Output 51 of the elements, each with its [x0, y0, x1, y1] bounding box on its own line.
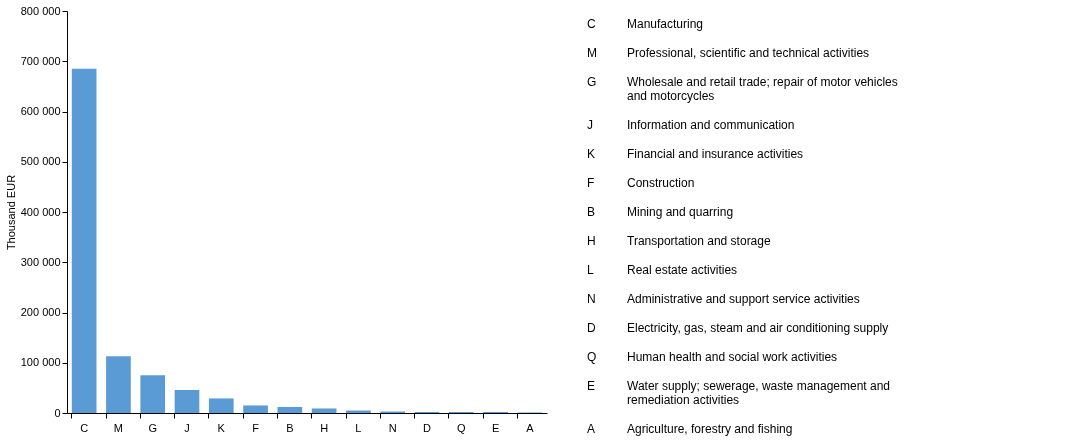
- text: Real estate activities: [627, 263, 738, 277]
- category-label: N: [587, 292, 596, 306]
- category-label: J: [587, 118, 593, 132]
- x-tick-label: M: [113, 421, 124, 434]
- category-label: M: [587, 46, 597, 60]
- y-tick-label: 200 000: [20, 306, 61, 318]
- text: Human health and social work activities: [627, 350, 838, 364]
- category-label: L: [587, 263, 594, 277]
- y-tick-label: 800 000: [20, 4, 61, 17]
- x-tick-label: K: [217, 421, 226, 434]
- y-tick-label: 600 000: [20, 105, 61, 117]
- category-label: G: [587, 75, 597, 89]
- y-tick-label: 500 000: [20, 155, 61, 168]
- y-tick-label: 300 000: [20, 255, 61, 268]
- text: Manufacturing: [627, 17, 704, 31]
- x-tick-label: G: [148, 421, 157, 434]
- category-label: B: [587, 205, 596, 219]
- text: Transportation and storage: [627, 234, 771, 248]
- y-tick-label: 0: [54, 406, 61, 419]
- category-label: D: [587, 321, 596, 335]
- x-tick-label: H: [320, 421, 329, 434]
- text: Financial and insurance activities: [627, 147, 804, 161]
- text: Wholesale and retail trade; repair of motor vehicles and motorcycles: [627, 75, 898, 103]
- category-label: Q: [587, 350, 597, 364]
- x-tick-label: C: [80, 421, 89, 434]
- x-tick-label: D: [423, 421, 432, 434]
- x-tick-label: N: [388, 421, 397, 434]
- y-tick-label: 700 000: [20, 54, 61, 67]
- category-label: E: [587, 379, 596, 393]
- x-tick-label: E: [491, 421, 500, 434]
- y-tick-label: 400 000: [20, 205, 61, 218]
- text: Mining and quarring: [627, 205, 734, 219]
- text: Electricity, gas, steam and air conditioning supply: [627, 321, 889, 335]
- y-tick-label: 100 000: [20, 356, 61, 369]
- x-tick-label: B: [286, 421, 294, 434]
- x-tick-label: Q: [457, 421, 466, 434]
- x-tick-label: L: [355, 421, 362, 434]
- text: Water supply; sewerage, waste management and remediation activities: [627, 379, 891, 407]
- text: Professional, scientific and technical activities: [627, 46, 870, 60]
- category-label: H: [587, 234, 596, 248]
- text: Information and communication: [627, 118, 795, 132]
- category-label: F: [587, 176, 595, 190]
- text: Construction: [627, 176, 695, 190]
- x-tick-label: J: [184, 421, 190, 434]
- y-axis-title: Thousand EUR: [4, 174, 17, 251]
- category-label: C: [587, 17, 596, 31]
- text: Agriculture, forestry and fishing: [627, 422, 793, 436]
- x-tick-label: F: [252, 421, 260, 434]
- x-tick-label: A: [526, 421, 535, 434]
- text: Administrative and support service activities: [627, 292, 860, 306]
- category-label: K: [587, 147, 596, 161]
